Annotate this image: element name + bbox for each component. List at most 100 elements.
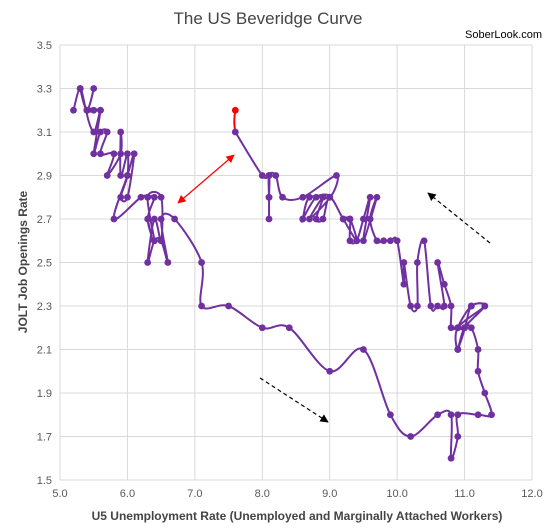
data-point — [285, 324, 293, 332]
data-point — [454, 433, 462, 440]
data-point — [447, 411, 455, 419]
data-point — [90, 106, 98, 114]
data-point — [326, 367, 334, 375]
x-tick-label: 11.0 — [454, 488, 475, 500]
data-point — [306, 215, 313, 223]
data-point — [231, 128, 239, 136]
x-tick-label: 12.0 — [521, 488, 542, 500]
y-tick-label: 2.7 — [37, 214, 52, 226]
data-point — [413, 302, 421, 310]
data-point — [117, 193, 125, 201]
x-tick-label: 8.0 — [255, 488, 270, 500]
y-tick-label: 3.3 — [37, 84, 52, 96]
data-point — [339, 215, 347, 223]
data-point — [474, 367, 482, 375]
data-point — [144, 259, 152, 266]
chart-title: The US Beveridge Curve — [174, 9, 363, 28]
data-point — [90, 85, 98, 92]
data-point — [434, 302, 441, 310]
data-point — [97, 106, 104, 114]
data-point — [360, 215, 367, 223]
data-point — [319, 193, 327, 201]
data-point — [306, 193, 313, 201]
data-point — [110, 150, 118, 158]
data-point — [299, 193, 307, 201]
data-point — [157, 193, 165, 201]
data-point — [110, 215, 118, 223]
data-point — [380, 237, 388, 245]
data-point — [440, 280, 448, 288]
data-point — [137, 193, 145, 201]
data-point — [481, 389, 489, 397]
data-point — [407, 433, 415, 440]
data-point — [97, 128, 104, 136]
data-point — [124, 172, 131, 179]
y-axis-label: JOLT Job Openings Rate — [16, 190, 30, 333]
data-point — [157, 237, 165, 245]
data-point — [265, 193, 273, 201]
trend-arrow-lower — [259, 377, 329, 423]
data-point — [299, 215, 307, 223]
data-point — [440, 302, 448, 310]
series-path — [72, 87, 493, 460]
y-tick-label: 2.9 — [37, 171, 52, 183]
data-point — [225, 302, 232, 310]
data-point — [171, 215, 179, 223]
data-point — [151, 237, 158, 245]
data-point — [467, 302, 475, 310]
data-point — [447, 454, 455, 462]
data-point — [312, 193, 320, 201]
data-point — [117, 128, 125, 136]
data-point — [103, 172, 111, 179]
y-tick-label: 1.5 — [37, 475, 52, 487]
data-point — [387, 411, 394, 419]
data-point — [151, 215, 158, 223]
x-tick-label: 7.0 — [187, 488, 202, 500]
data-point — [258, 324, 266, 332]
y-tick-label: 2.5 — [37, 258, 52, 270]
y-tick-labels: 1.5 1.7 1.9 2.1 2.3 2.5 2.7 2.9 3.1 3.3 3.5 — [37, 40, 52, 487]
y-tick-label: 2.1 — [37, 345, 52, 357]
data-point — [467, 324, 475, 332]
data-point — [333, 172, 340, 179]
data-point — [434, 411, 441, 419]
data-point — [488, 411, 495, 419]
data-point — [407, 302, 415, 310]
data-point — [366, 215, 374, 223]
data-point — [83, 106, 91, 114]
data-point — [265, 172, 273, 179]
data-point — [366, 193, 374, 201]
data-point — [454, 324, 462, 332]
data-point — [144, 193, 152, 201]
data-point — [97, 150, 104, 158]
annotation-arrows — [177, 154, 491, 423]
data-point — [70, 106, 77, 114]
data-point — [400, 280, 408, 288]
x-tick-label: 9.0 — [322, 488, 337, 500]
data-point — [400, 259, 408, 266]
data-point — [151, 193, 158, 201]
x-tick-label: 5.0 — [52, 488, 67, 500]
latest-data-point — [231, 106, 239, 114]
data-point — [474, 411, 482, 419]
data-point — [420, 237, 428, 245]
data-point — [90, 150, 98, 158]
data-point — [265, 215, 273, 223]
data-point — [447, 324, 455, 332]
data-point — [447, 302, 455, 310]
data-point — [481, 302, 489, 310]
gridlines — [59, 44, 533, 481]
data-point — [474, 346, 482, 353]
data-point — [387, 237, 394, 245]
data-point — [157, 215, 165, 223]
data-point — [427, 302, 435, 310]
data-point — [117, 172, 125, 179]
data-point — [198, 259, 206, 266]
data-point — [164, 259, 172, 266]
data-point — [198, 302, 206, 310]
data-point — [117, 150, 125, 158]
data-point — [434, 259, 441, 266]
source-label: SoberLook.com — [465, 29, 542, 41]
data-point — [130, 150, 138, 158]
data-point — [454, 346, 462, 353]
